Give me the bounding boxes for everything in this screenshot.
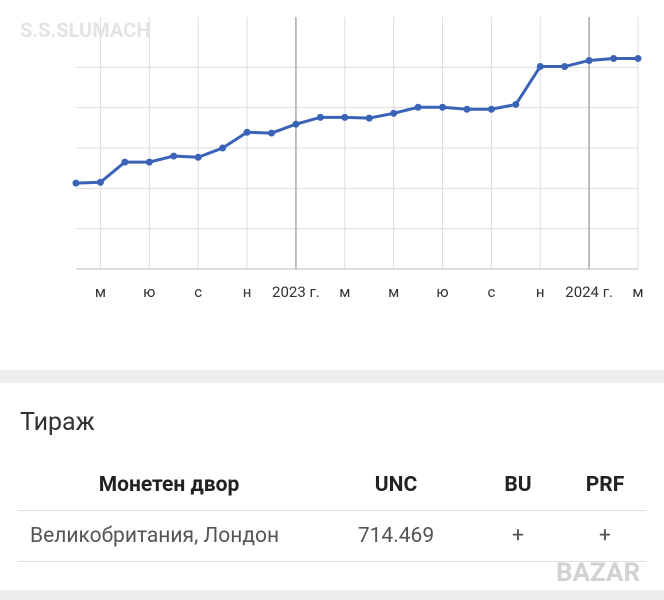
header-cell: PRF [564,460,646,511]
point [170,152,178,160]
header-cell: Монетен двор [18,460,320,511]
point [390,109,398,117]
point [463,105,471,113]
section-title: Тираж [20,408,95,437]
point [634,54,642,62]
watermark: S.S.SLUMACH [20,18,151,42]
point [512,100,520,108]
point [561,63,569,71]
point [316,113,324,121]
header-cell: UNC [320,460,472,511]
x-tick-label: н [536,283,545,301]
point [341,113,349,121]
cell: 714.469 [320,510,472,562]
point [72,179,80,187]
x-tick-label: 2024 г. [565,283,613,301]
divider [0,370,664,383]
x-tick-label: ю [436,283,448,301]
table: Монетен двор UNC BU PRF Великобритания, … [18,460,646,562]
x-tick-label: ю [143,283,155,301]
point [439,103,447,111]
x-tick-label: н [243,283,252,301]
x-tick-label: м [95,283,106,301]
point [219,144,227,152]
x-tick-label: м [339,283,350,301]
divider [0,590,664,600]
cell: + [472,510,564,562]
point [414,103,422,111]
point [243,128,251,136]
point [194,153,202,161]
x-tick-label: м [388,283,399,301]
cell: Великобритания, Лондон [18,510,320,562]
x-tick-label: м [632,283,643,301]
point [145,158,153,166]
cell: + [564,510,646,562]
chart: м ю с н 2023 г. м м ю с н 2024 г. м [72,17,644,301]
x-tick-label: с [194,283,202,301]
point [487,105,495,113]
line [75,56,638,185]
point [292,120,300,128]
x-tick-label: с [487,283,495,301]
point [121,158,129,166]
point [96,178,104,186]
point [536,63,544,71]
point [585,56,593,64]
badge: BAZAR [556,558,641,588]
point [610,54,618,62]
point [365,114,373,122]
header-cell: BU [472,460,564,511]
x-tick-label: 2023 г. [272,283,320,301]
point [267,129,275,137]
